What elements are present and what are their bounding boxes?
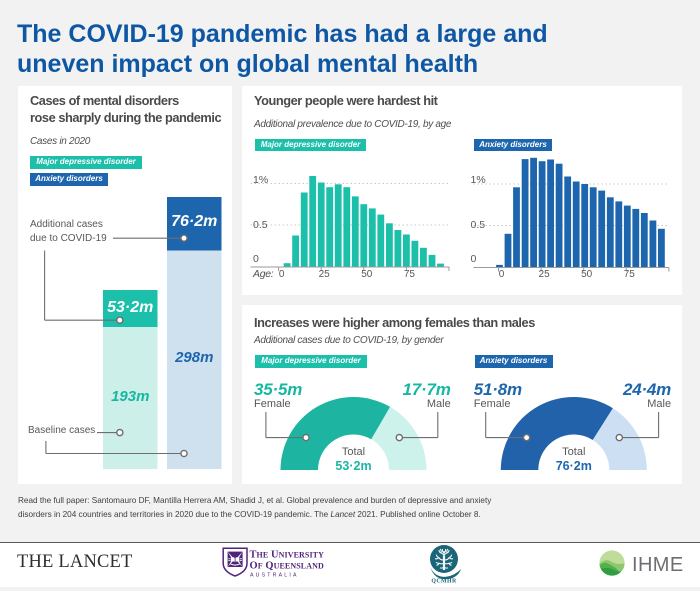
svg-text:QCMHR: QCMHR <box>431 579 457 584</box>
svg-text:AUSTRALIA: AUSTRALIA <box>250 572 299 578</box>
svg-text:OF QUEENSLAND: OF QUEENSLAND <box>250 561 324 572</box>
svg-text:THE UNIVERSITY: THE UNIVERSITY <box>250 550 325 561</box>
